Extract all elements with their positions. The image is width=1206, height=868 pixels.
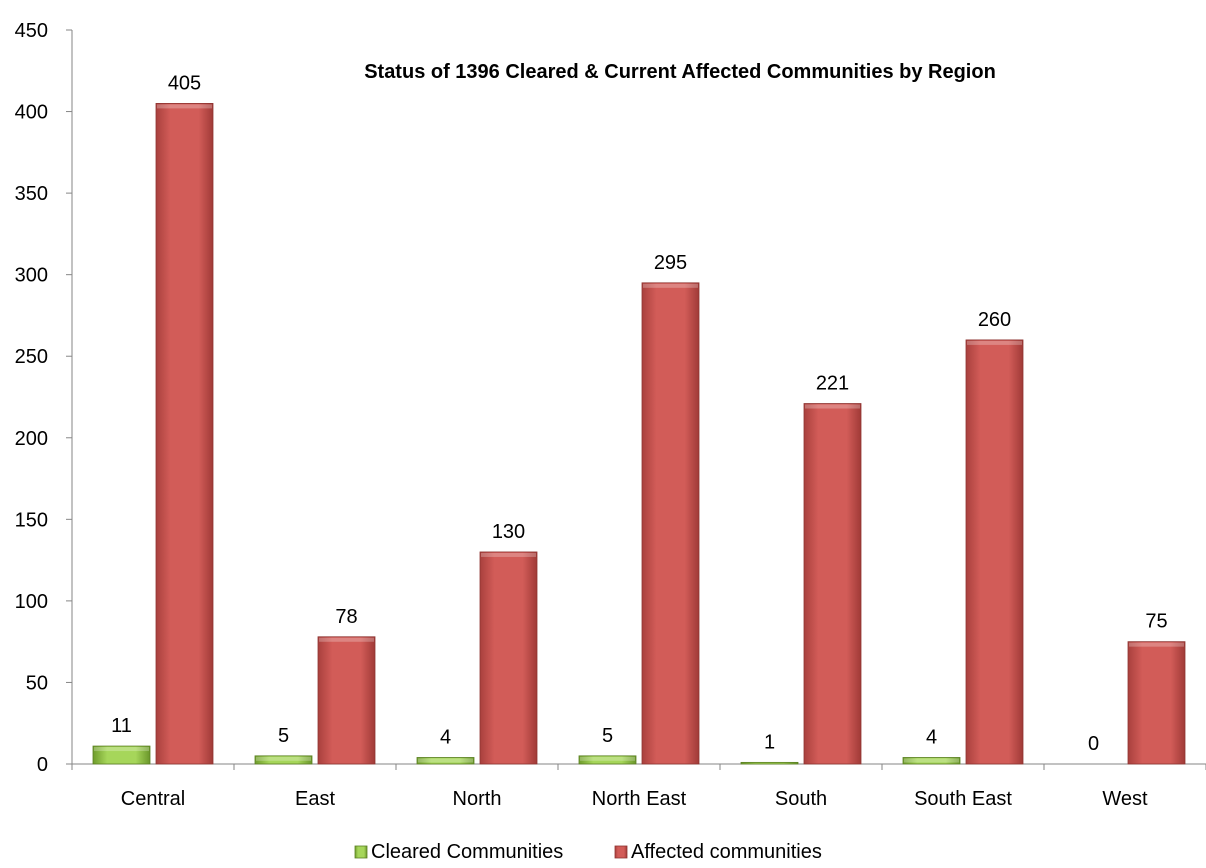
y-tick-label: 150 [15, 509, 48, 531]
legend-swatch [354, 845, 368, 859]
data-label: 4 [926, 726, 937, 748]
bar-affected [1127, 641, 1186, 765]
bar-affected [965, 339, 1024, 765]
y-tick-label: 50 [26, 672, 48, 694]
bar-top-highlight [643, 283, 698, 288]
y-tick-label: 0 [37, 754, 48, 776]
bar-cleared [740, 761, 799, 765]
data-label: 75 [1145, 611, 1167, 633]
chart-title: Status of 1396 Cleared & Current Affecte… [364, 61, 996, 83]
data-label: 78 [335, 606, 357, 628]
legend-label: Cleared Communities [371, 841, 563, 863]
data-label: 130 [492, 521, 525, 543]
bar-affected [803, 403, 862, 765]
bar-top-highlight [319, 637, 374, 642]
y-tick-label: 250 [15, 346, 48, 368]
bar-affected [155, 103, 214, 765]
bar-cleared [416, 757, 475, 765]
bar-top-highlight [256, 756, 311, 761]
bar-affected [641, 282, 700, 765]
data-label: 11 [111, 715, 132, 737]
x-tick-label: South East [914, 788, 1012, 810]
x-tick-label: North [453, 788, 502, 810]
y-tick-label: 400 [15, 102, 48, 124]
bar-top-highlight [418, 758, 473, 763]
bar-affected [317, 636, 376, 765]
legend: Cleared Communities Affected communities [354, 841, 822, 863]
data-label: 4 [440, 726, 451, 748]
bar-top-highlight [481, 552, 536, 557]
y-tick-label: 450 [15, 20, 48, 42]
y-tick-label: 300 [15, 265, 48, 287]
x-tick-label: North East [592, 788, 687, 810]
bar-top-highlight [94, 747, 149, 752]
bars [92, 103, 1186, 765]
bar-top-highlight [1129, 642, 1184, 647]
data-label: 221 [816, 373, 849, 395]
y-tick-label: 100 [15, 591, 48, 613]
bar-top-highlight [805, 404, 860, 409]
bar-cleared [254, 755, 313, 765]
data-labels: 11 5 4 5 1 4 0 405 78 130 295 221 260 75 [111, 72, 1168, 755]
data-label: 405 [168, 72, 201, 94]
x-tick-label: East [295, 788, 335, 810]
x-tick-label: Central [121, 788, 185, 810]
x-tick-label: West [1102, 788, 1148, 810]
bar-top-highlight [580, 756, 635, 761]
bar-cleared [578, 755, 637, 765]
bar-top-highlight [904, 758, 959, 763]
y-tick-label: 200 [15, 428, 48, 450]
legend-swatch [614, 845, 628, 859]
data-label: 295 [654, 252, 687, 274]
data-label: 5 [278, 725, 289, 747]
bar-top-highlight [157, 104, 212, 109]
data-label: 0 [1088, 733, 1099, 755]
y-tick-label: 350 [15, 183, 48, 205]
bar-cleared [902, 757, 961, 765]
data-label: 260 [978, 309, 1011, 331]
bar-affected [479, 551, 538, 765]
data-label: 1 [764, 731, 775, 753]
x-tick-label: South [775, 788, 827, 810]
legend-label: Affected communities [631, 841, 822, 863]
bar-cleared [92, 745, 151, 765]
data-label: 5 [602, 725, 613, 747]
bar-top-highlight [967, 340, 1022, 345]
